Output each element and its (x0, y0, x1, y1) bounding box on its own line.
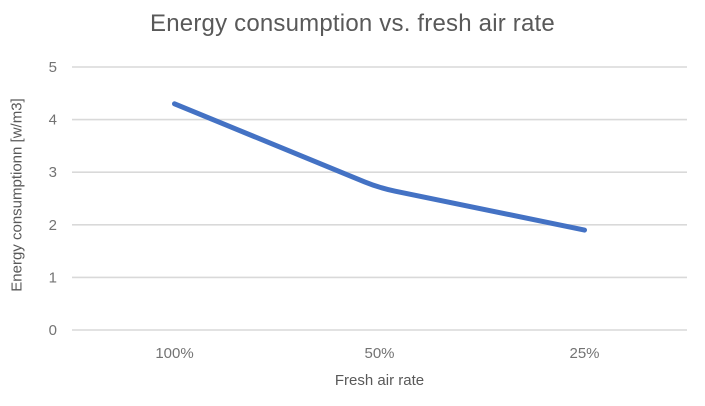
y-tick-label: 2 (49, 217, 57, 234)
x-axis-title: Fresh air rate (334, 372, 425, 389)
y-tick-label: 5 (49, 59, 57, 76)
y-tick-label: 4 (49, 112, 57, 129)
x-tick-label: 50% (364, 345, 394, 362)
x-tick-label: 100% (155, 345, 193, 362)
chart-title: Energy consumption vs. fresh air rate (150, 10, 555, 37)
x-tick-label: 25% (569, 345, 599, 362)
data-series-line (172, 101, 587, 233)
y-tick-label: 1 (49, 269, 57, 286)
y-tick-label: 0 (49, 322, 57, 339)
y-tick-label: 3 (49, 164, 57, 181)
